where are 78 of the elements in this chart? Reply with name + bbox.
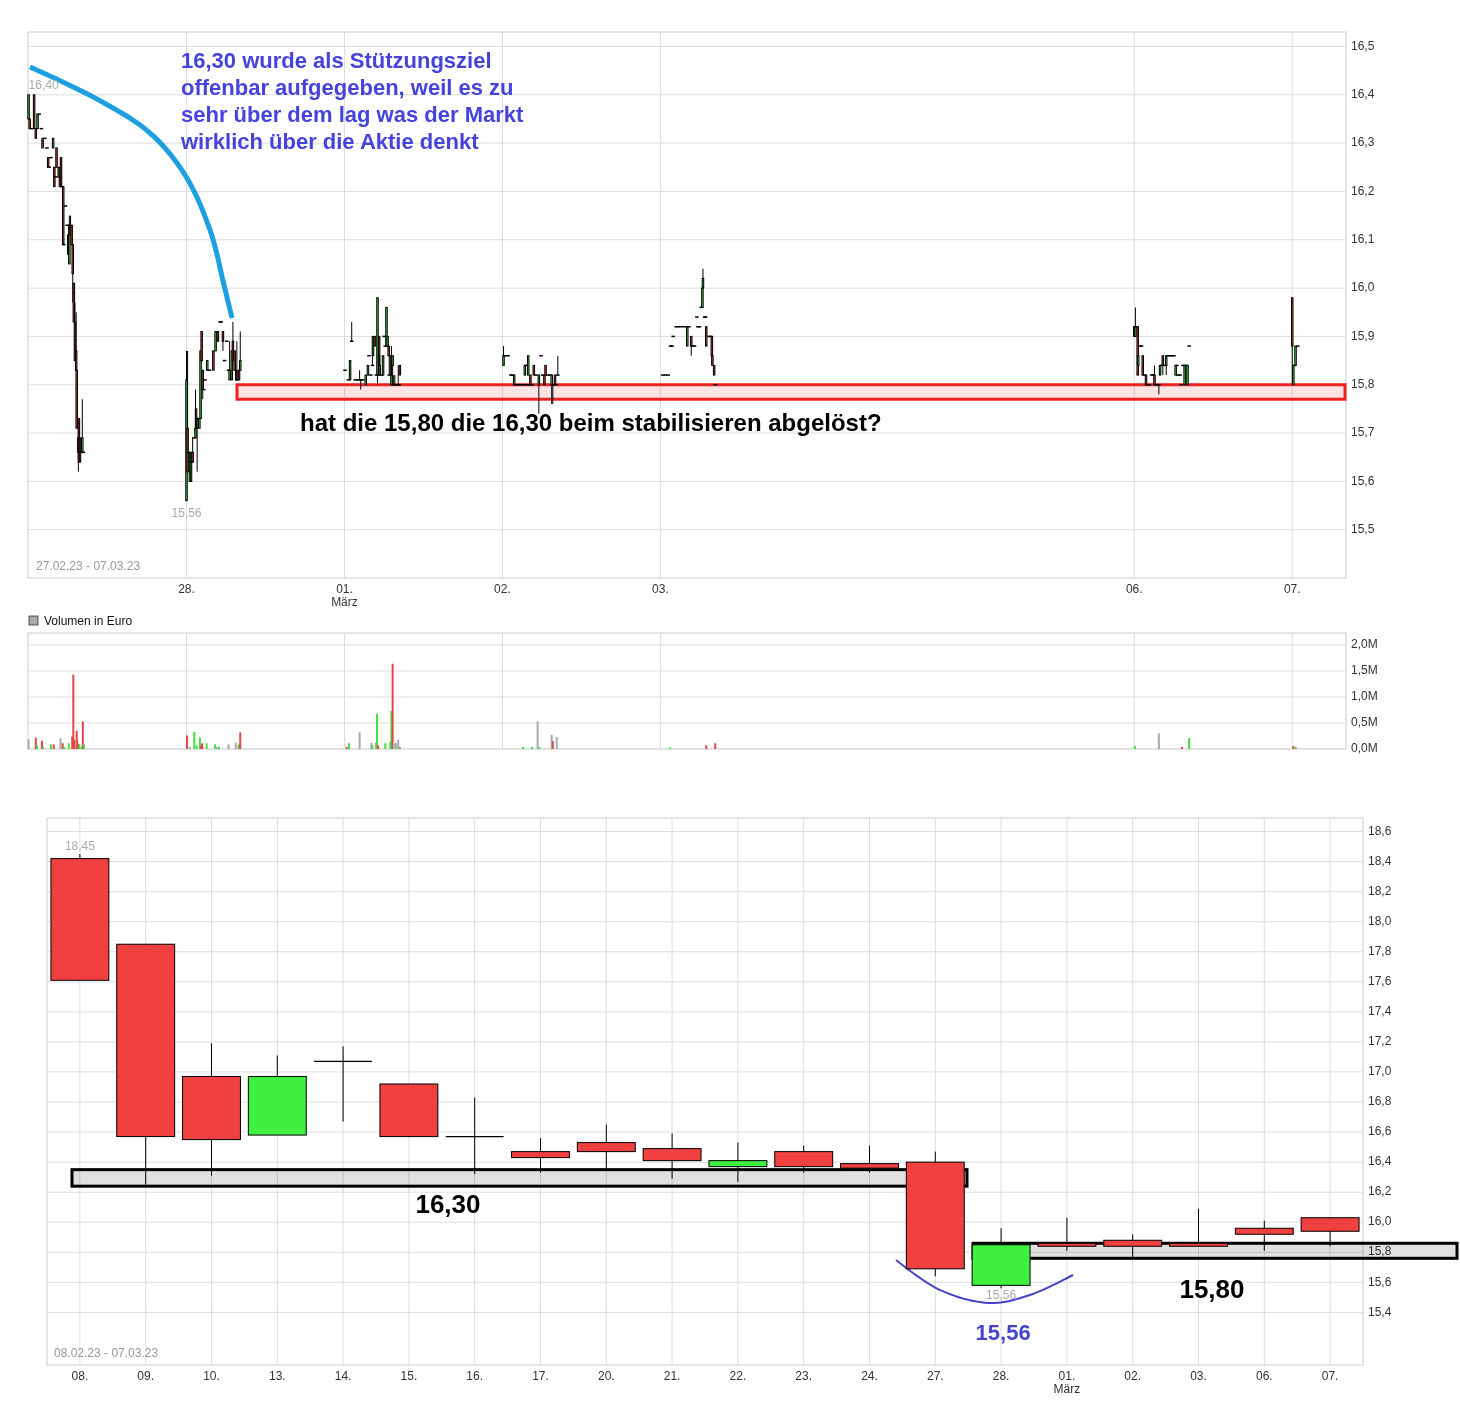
y-tick-label: 1,0M bbox=[1351, 689, 1378, 704]
x-tick-label: 03. bbox=[1190, 1369, 1207, 1383]
candlestick bbox=[313, 1045, 373, 1123]
y-tick-label: 15,6 bbox=[1368, 1274, 1392, 1289]
x-tick-label: 21. bbox=[663, 1369, 681, 1383]
y-tick-label: 16,1 bbox=[1351, 231, 1375, 246]
x-tick-label: 27. bbox=[926, 1369, 944, 1383]
x-tick-label: 03. bbox=[652, 582, 669, 596]
x-tick-label: 22. bbox=[729, 1369, 747, 1383]
x-tick-label: 10. bbox=[203, 1369, 220, 1383]
y-tick-label: 1,5M bbox=[1351, 663, 1378, 678]
y-tick-label: 16,2 bbox=[1368, 1184, 1392, 1199]
x-tick-label: 09. bbox=[137, 1369, 155, 1383]
x-tick-label: 13. bbox=[268, 1369, 286, 1383]
annotation: 15,56 bbox=[975, 1320, 1031, 1346]
y-tick-label: 15,5 bbox=[1351, 521, 1375, 536]
x-tick-label: 16. bbox=[466, 1369, 484, 1383]
y-tick-label: 17,2 bbox=[1368, 1034, 1392, 1049]
y-tick-label: 18,2 bbox=[1368, 883, 1392, 898]
y-tick-label: 18,4 bbox=[1368, 853, 1392, 868]
x-tick-label: 06. bbox=[1255, 1369, 1273, 1383]
y-tick-label: 15,8 bbox=[1351, 376, 1375, 391]
y-tick-label: 15,9 bbox=[1351, 328, 1375, 343]
y-tick-label: 16,4 bbox=[1351, 86, 1375, 101]
y-tick-label: 15,7 bbox=[1351, 425, 1375, 440]
candlestick bbox=[511, 1137, 570, 1174]
x-tick-label: 01. März bbox=[1053, 1369, 1081, 1396]
y-tick-label: 16,2 bbox=[1351, 183, 1375, 198]
candlestick bbox=[1234, 1220, 1294, 1252]
y-tick-label: 2,0M bbox=[1351, 637, 1378, 652]
x-tick-label: 17. bbox=[532, 1369, 549, 1383]
x-tick-label: 15. bbox=[400, 1369, 418, 1383]
annotation: 27.02.23 - 07.03.23 bbox=[36, 559, 141, 573]
x-tick-label: 07. bbox=[1321, 1369, 1339, 1383]
y-tick-label: 0,0M bbox=[1351, 741, 1378, 756]
x-tick-label: 14. bbox=[334, 1369, 352, 1383]
x-tick-label: 02. bbox=[1124, 1369, 1142, 1383]
x-tick-label: 07. bbox=[1283, 582, 1301, 596]
x-tick-label: 01. März bbox=[331, 582, 358, 609]
y-tick-label: 15,4 bbox=[1368, 1304, 1392, 1319]
annotation: 15,56 bbox=[171, 505, 202, 520]
annotation: 15,56 bbox=[986, 1288, 1017, 1303]
band-label: hat die 15,80 die 16,30 beim stabilisieren abgelöst? bbox=[300, 409, 882, 437]
y-tick-label: 16,0 bbox=[1351, 280, 1375, 295]
y-tick-label: 16,6 bbox=[1368, 1124, 1392, 1139]
annotation: 08.02.23 - 07.03.23 bbox=[54, 1346, 159, 1360]
y-tick-label: 15,6 bbox=[1351, 473, 1375, 488]
band-label: 15,80 bbox=[1179, 1274, 1245, 1305]
y-tick-label: 16,4 bbox=[1368, 1154, 1392, 1169]
x-tick-label: 28. bbox=[992, 1369, 1010, 1383]
y-tick-label: 16,0 bbox=[1368, 1214, 1392, 1229]
x-tick-label: 23. bbox=[795, 1369, 813, 1383]
y-tick-label: 16,3 bbox=[1351, 135, 1375, 150]
x-tick-label: 08. bbox=[71, 1369, 89, 1383]
candlestick bbox=[445, 1097, 505, 1175]
y-tick-label: 18,0 bbox=[1368, 913, 1392, 928]
legend-label: Volumen in Euro bbox=[44, 614, 133, 628]
y-tick-label: 16,5 bbox=[1351, 38, 1375, 53]
x-tick-label: 20. bbox=[597, 1369, 615, 1383]
annotation: 16,30 wurde als Stützungsziel offenbar aufgegeben, weil es zu sehr über dem lag was der Markt wirklich über die Aktie denkt bbox=[180, 48, 525, 154]
y-tick-label: 17,4 bbox=[1368, 1004, 1392, 1019]
x-tick-label: 06. bbox=[1125, 582, 1143, 596]
y-tick-label: 17,8 bbox=[1368, 943, 1392, 958]
y-tick-label: 15,8 bbox=[1368, 1244, 1392, 1259]
candlestick bbox=[840, 1145, 899, 1174]
x-tick-label: 24. bbox=[861, 1369, 878, 1383]
annotation: 18,45 bbox=[64, 839, 96, 854]
annotation: 16,40 bbox=[28, 77, 59, 92]
x-tick-label: 02. bbox=[494, 582, 511, 596]
candlestick bbox=[1037, 1217, 1097, 1252]
candlestick bbox=[1169, 1208, 1228, 1247]
y-tick-label: 17,6 bbox=[1368, 973, 1392, 988]
y-tick-label: 18,6 bbox=[1368, 823, 1392, 838]
y-tick-label: 17,0 bbox=[1368, 1064, 1392, 1079]
band-label: 16,30 bbox=[415, 1189, 481, 1220]
y-tick-label: 0,5M bbox=[1351, 715, 1378, 730]
y-tick-label: 16,8 bbox=[1368, 1094, 1392, 1109]
x-tick-label: 28. bbox=[178, 582, 195, 596]
